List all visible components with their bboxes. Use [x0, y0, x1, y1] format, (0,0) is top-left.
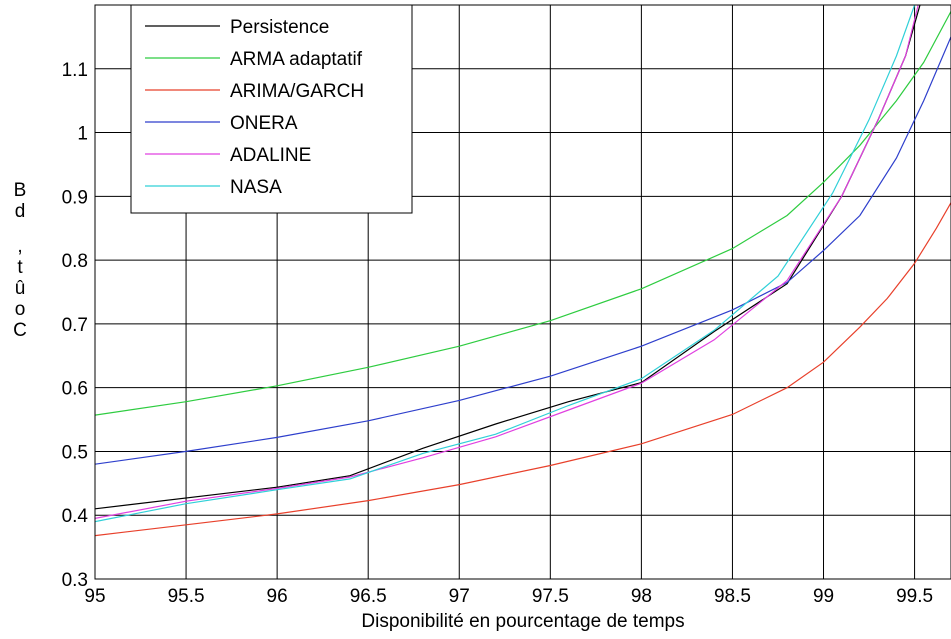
series-line-2 — [95, 202, 951, 537]
y-tick-label: 0.3 — [62, 570, 88, 591]
x-tick-label: 98.5 — [714, 586, 751, 607]
y-axis-label-char: B — [14, 180, 27, 201]
y-axis-label-char: û — [15, 278, 26, 299]
x-tick-label: 96 — [267, 586, 288, 607]
legend-label: ARMA adaptatif — [230, 49, 363, 70]
x-tick-labels: 95 95.5 96 96.5 97 97.5 98 98.5 99 99.5 — [84, 586, 933, 607]
legend-label: Persistence — [230, 17, 329, 38]
y-tick-labels: 0.3 0.4 0.5 0.6 0.7 0.8 0.9 1 1.1 — [62, 60, 89, 591]
y-axis-label-char: o — [15, 299, 26, 320]
x-tick-label: 95.5 — [168, 586, 205, 607]
y-axis-label-char: , — [17, 236, 22, 257]
x-tick-label: 95 — [84, 586, 105, 607]
x-tick-label: 98 — [631, 586, 652, 607]
x-tick-label: 97 — [449, 586, 470, 607]
y-tick-label: 1.1 — [62, 60, 88, 81]
series-line-4 — [95, 5, 919, 519]
y-tick-label: 1 — [77, 124, 88, 145]
y-tick-label: 0.5 — [62, 442, 88, 463]
y-tick-label: 0.4 — [62, 506, 89, 527]
series-line-1 — [95, 11, 951, 416]
y-tick-label: 0.7 — [62, 315, 88, 336]
y-axis-label-char: t — [17, 257, 23, 278]
legend-label: ONERA — [230, 113, 298, 134]
legend-box — [130, 4, 413, 214]
series-line-5 — [95, 5, 916, 523]
y-tick-label: 0.9 — [62, 187, 88, 208]
y-axis-label-char: d — [15, 201, 26, 222]
x-tick-label: 99 — [813, 586, 834, 607]
legend: Persistence ARMA adaptatif ARIMA/GARCH ONER… — [130, 4, 413, 214]
legend-label: ADALINE — [230, 145, 311, 166]
y-axis-label-char: C — [13, 320, 27, 341]
x-tick-label: 96.5 — [350, 586, 387, 607]
y-tick-label: 0.6 — [62, 379, 88, 400]
x-tick-label: 97.5 — [532, 586, 569, 607]
x-axis-label: Disponibilité en pourcentage de temps — [361, 611, 684, 632]
plot-frame — [94, 4, 951, 580]
series-lines — [95, 5, 951, 537]
legend-label: NASA — [230, 177, 282, 198]
y-tick-label: 0.8 — [62, 251, 88, 272]
x-tick-label: 99.5 — [896, 586, 933, 607]
series-line-3 — [95, 36, 951, 465]
legend-label: ARIMA/GARCH — [230, 81, 364, 102]
